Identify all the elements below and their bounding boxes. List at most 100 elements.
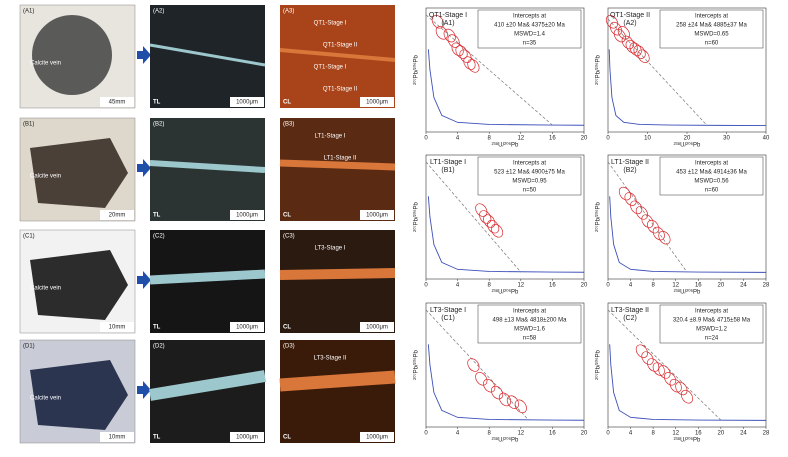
scale-box: [230, 322, 264, 332]
data-ellipse: [467, 358, 480, 372]
result-box: [477, 156, 582, 196]
sample: [32, 15, 112, 95]
data-ellipse: [613, 28, 626, 43]
result-text: n=58: [523, 336, 537, 342]
result-text: n=24: [705, 336, 719, 342]
scale-box: [100, 97, 134, 107]
x-tick-label: 8: [651, 283, 655, 289]
result-box: [659, 9, 764, 49]
vein: [279, 159, 396, 171]
result-text: Intercepts at: [695, 309, 728, 315]
x-tick-label: 12: [517, 431, 524, 437]
y-axis-label: ²⁰⁷Pb/²⁰⁶Pb: [413, 54, 420, 84]
panel-label: (B1): [23, 122, 34, 128]
data-ellipse: [635, 344, 648, 358]
result-text: Intercepts at: [513, 309, 546, 315]
vein-label: Calcite vein: [30, 61, 61, 67]
result-text: MSWD=0.65: [694, 32, 729, 38]
mode-label: CL: [283, 325, 291, 331]
data-ellipse: [621, 35, 634, 50]
x-tick-label: 40: [763, 136, 770, 142]
scale-box: [230, 210, 264, 220]
data-ellipse: [652, 226, 665, 241]
result-text: Intercepts at: [513, 161, 546, 167]
x-tick-label: 12: [517, 136, 524, 142]
concordia-curve: [427, 49, 585, 126]
data-ellipse: [483, 378, 496, 393]
data-ellipse: [618, 186, 632, 201]
x-tick-label: 4: [629, 431, 633, 437]
x-tick-label: 8: [488, 136, 492, 142]
data-ellipse: [479, 210, 492, 224]
x-tick-label: 24: [740, 431, 747, 437]
data-ellipse: [431, 15, 444, 29]
scale-label: 1000μm: [366, 435, 388, 441]
data-ellipse: [641, 351, 654, 365]
x-tick-label: 0: [606, 431, 610, 437]
scale-label: 1000μm: [236, 435, 258, 441]
mode-label: TL: [153, 435, 161, 441]
concordia-curve: [609, 196, 767, 273]
stage-label: LT1-Stage I: [430, 159, 466, 166]
data-ellipse: [680, 389, 694, 404]
scale-box: [360, 432, 394, 442]
x-tick-label: 0: [606, 283, 610, 289]
x-tick-label: 20: [718, 431, 725, 437]
x-tick-label: 0: [424, 283, 428, 289]
data-ellipse: [635, 206, 648, 220]
data-ellipse: [443, 28, 456, 43]
stage-label: QT1-Stage I: [314, 21, 347, 27]
data-ellipse: [669, 378, 682, 393]
stage-label: LT1-Stage I: [315, 134, 346, 140]
vein: [149, 160, 266, 173]
data-ellipse: [625, 39, 638, 54]
x-axis-label: ²³⁸U/²⁰⁶Pb: [492, 437, 519, 444]
data-ellipse: [491, 385, 504, 400]
x-tick-label: 16: [549, 136, 556, 142]
data-ellipse: [629, 42, 642, 57]
cl-image: [280, 340, 395, 443]
x-tick-label: 0: [606, 136, 610, 142]
mode-label: TL: [153, 100, 161, 106]
vein: [149, 370, 266, 401]
x-tick-label: 28: [763, 431, 770, 437]
scale-box: [100, 432, 134, 442]
result-text: n=50: [523, 188, 537, 194]
data-ellipse: [459, 49, 472, 63]
result-box: [659, 304, 764, 344]
scale-label: 45mm: [109, 100, 126, 106]
data-ellipse: [609, 21, 622, 36]
cl-image: [280, 230, 395, 333]
panel-label: (C2): [153, 234, 165, 240]
x-axis-label: ²³⁸U/²⁰⁶Pb: [674, 437, 701, 444]
scale-box: [360, 97, 394, 107]
data-ellipse: [455, 45, 468, 59]
panel-label: (A2): [623, 20, 636, 27]
x-tick-label: 12: [672, 431, 679, 437]
y-axis-label: ²⁰⁷Pb/²⁰⁶Pb: [595, 349, 602, 379]
arrow: [137, 46, 151, 64]
result-box: [477, 304, 582, 344]
result-text: MSWD=1.2: [696, 327, 728, 333]
result-text: MSWD=0.56: [694, 179, 729, 185]
result-text: 320.4 ±8.9 Ma& 4715±58 Ma: [673, 318, 751, 324]
result-text: MSWD=0.95: [512, 179, 547, 185]
y-axis-label: ²⁰⁷Pb/²⁰⁶Pb: [413, 201, 420, 231]
data-ellipse: [487, 219, 500, 234]
data-ellipse: [647, 219, 660, 234]
scale-label: 1000μm: [236, 213, 258, 219]
concordia-curve: [608, 49, 767, 126]
result-text: MSWD=1.6: [514, 327, 546, 333]
stage-label: QT1-Stage I: [429, 12, 467, 19]
vein-label: Calcite vein: [30, 174, 61, 180]
result-box: [477, 9, 582, 49]
sample: [30, 138, 128, 208]
data-ellipse: [637, 49, 650, 63]
x-axis-label: ²³⁸U/²⁰⁶Pb: [492, 142, 519, 149]
data-ellipse: [658, 365, 671, 379]
stage-label: QT1-Stage II: [610, 12, 650, 19]
stage-label: QT1-Stage II: [323, 87, 358, 93]
vein: [149, 43, 266, 67]
panel-label: (B2): [623, 167, 636, 174]
x-tick-label: 4: [629, 283, 633, 289]
